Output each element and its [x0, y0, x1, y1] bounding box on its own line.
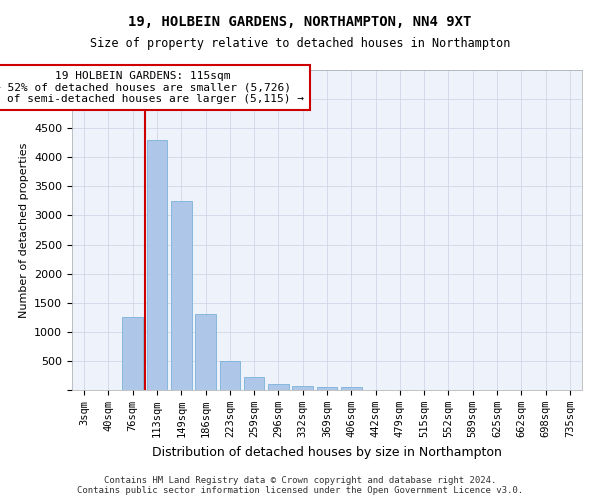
Bar — [195, 314, 216, 390]
Bar — [220, 361, 240, 390]
Text: Contains HM Land Registry data © Crown copyright and database right 2024.
Contai: Contains HM Land Registry data © Crown c… — [77, 476, 523, 495]
Bar — [292, 386, 313, 390]
Text: 19, HOLBEIN GARDENS, NORTHAMPTON, NN4 9XT: 19, HOLBEIN GARDENS, NORTHAMPTON, NN4 9X… — [128, 15, 472, 29]
Bar — [171, 201, 191, 390]
Bar — [244, 377, 265, 390]
Bar — [317, 387, 337, 390]
Bar — [122, 318, 143, 390]
Text: 19 HOLBEIN GARDENS: 115sqm
← 52% of detached houses are smaller (5,726)
47% of s: 19 HOLBEIN GARDENS: 115sqm ← 52% of deta… — [0, 71, 304, 104]
X-axis label: Distribution of detached houses by size in Northampton: Distribution of detached houses by size … — [152, 446, 502, 458]
Bar — [341, 387, 362, 390]
Text: Size of property relative to detached houses in Northampton: Size of property relative to detached ho… — [90, 38, 510, 51]
Y-axis label: Number of detached properties: Number of detached properties — [19, 142, 29, 318]
Bar — [146, 140, 167, 390]
Bar — [268, 384, 289, 390]
